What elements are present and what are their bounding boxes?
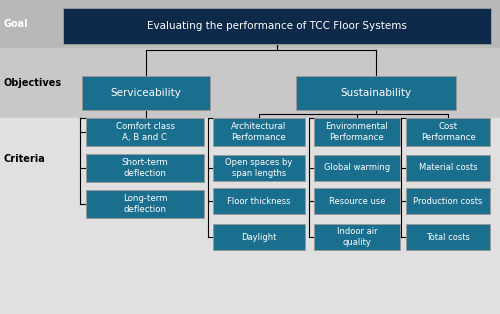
FancyBboxPatch shape xyxy=(314,155,400,181)
FancyBboxPatch shape xyxy=(314,118,400,146)
Text: Architectural
Performance: Architectural Performance xyxy=(232,122,286,142)
Bar xyxy=(0,118,500,314)
FancyBboxPatch shape xyxy=(314,188,400,214)
Text: Open spaces by
span lengths: Open spaces by span lengths xyxy=(226,158,292,178)
Text: Resource use: Resource use xyxy=(329,197,385,205)
FancyBboxPatch shape xyxy=(406,224,490,250)
Text: Production costs: Production costs xyxy=(414,197,482,205)
Bar xyxy=(0,0,500,48)
Text: Short-term
deflection: Short-term deflection xyxy=(122,158,168,178)
Text: Total costs: Total costs xyxy=(426,232,470,241)
Text: Material costs: Material costs xyxy=(418,164,478,172)
FancyBboxPatch shape xyxy=(213,224,305,250)
FancyBboxPatch shape xyxy=(406,155,490,181)
Text: Global warming: Global warming xyxy=(324,164,390,172)
FancyBboxPatch shape xyxy=(63,8,491,44)
Text: Criteria: Criteria xyxy=(4,154,46,164)
Bar xyxy=(0,48,500,118)
Text: Floor thickness: Floor thickness xyxy=(227,197,291,205)
Text: Long-term
deflection: Long-term deflection xyxy=(123,194,167,214)
FancyBboxPatch shape xyxy=(314,224,400,250)
FancyBboxPatch shape xyxy=(86,154,204,182)
Text: Cost
Performance: Cost Performance xyxy=(420,122,476,142)
FancyBboxPatch shape xyxy=(86,190,204,218)
FancyBboxPatch shape xyxy=(213,188,305,214)
Text: Goal: Goal xyxy=(4,19,28,29)
Text: Comfort class
A, B and C: Comfort class A, B and C xyxy=(116,122,174,142)
FancyBboxPatch shape xyxy=(82,76,210,110)
FancyBboxPatch shape xyxy=(406,188,490,214)
Text: Environmental
Performance: Environmental Performance xyxy=(326,122,388,142)
Text: Objectives: Objectives xyxy=(4,78,62,88)
FancyBboxPatch shape xyxy=(406,118,490,146)
FancyBboxPatch shape xyxy=(86,118,204,146)
Text: Evaluating the performance of TCC Floor Systems: Evaluating the performance of TCC Floor … xyxy=(147,21,407,31)
Text: Serviceability: Serviceability xyxy=(110,88,182,98)
FancyBboxPatch shape xyxy=(213,118,305,146)
Text: Daylight: Daylight xyxy=(242,232,276,241)
Text: Indoor air
quality: Indoor air quality xyxy=(336,227,378,247)
FancyBboxPatch shape xyxy=(296,76,456,110)
FancyBboxPatch shape xyxy=(213,155,305,181)
Text: Sustainability: Sustainability xyxy=(340,88,411,98)
